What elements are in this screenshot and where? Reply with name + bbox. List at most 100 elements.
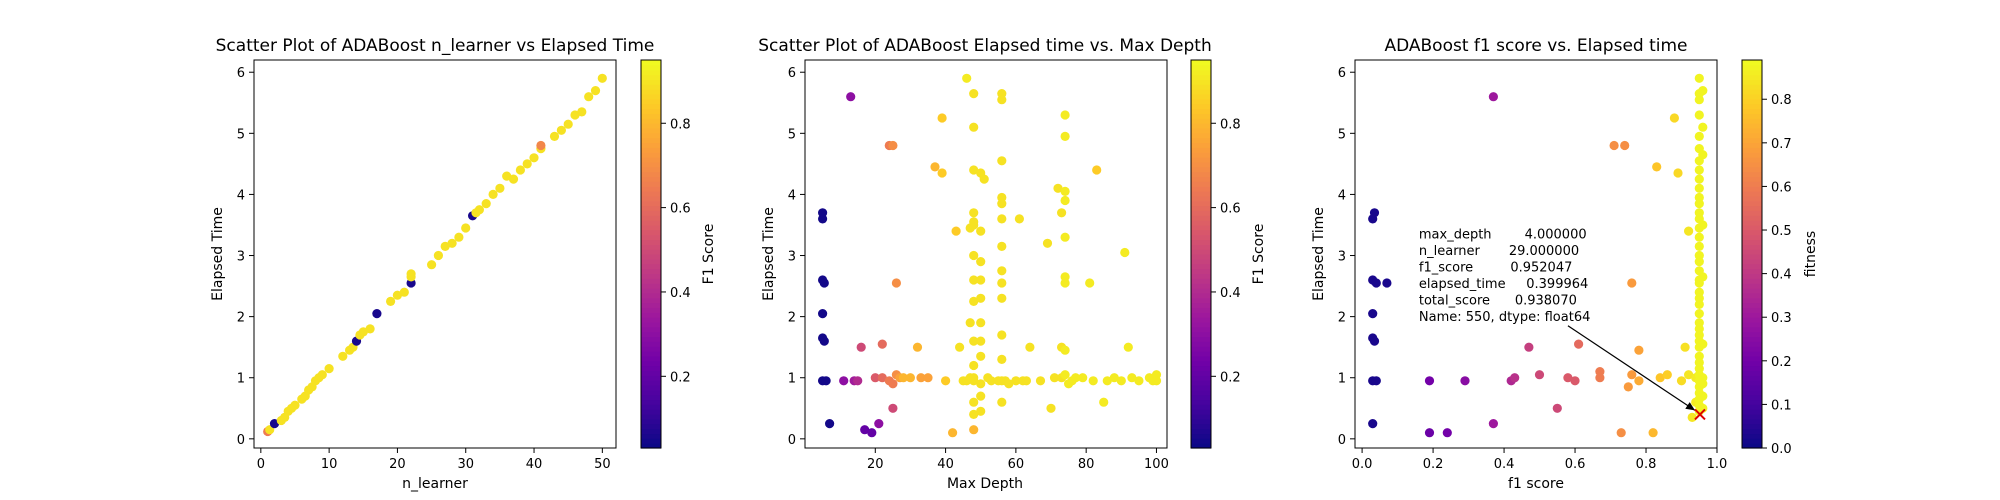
data-point xyxy=(969,165,979,175)
colorbar-segment xyxy=(1742,302,1762,308)
data-point xyxy=(536,140,546,151)
y-tick-label: 4 xyxy=(788,188,796,203)
colorbar-segment xyxy=(1742,254,1762,260)
data-point xyxy=(1684,370,1694,380)
data-point xyxy=(1368,419,1378,429)
colorbar-segment xyxy=(1191,351,1211,357)
colorbar-segment xyxy=(641,360,661,367)
colorbar-segment xyxy=(1742,224,1762,231)
colorbar-segment xyxy=(641,157,661,163)
colorbar-segment xyxy=(641,428,661,435)
colorbar-tick-label: 0.2 xyxy=(1771,355,1792,370)
panel-1-colorbar: 0.2 0.4 0.6 0.8 xyxy=(640,59,691,449)
data-point xyxy=(1570,376,1580,386)
colorbar-segment xyxy=(641,118,661,124)
data-point xyxy=(529,153,539,163)
colorbar-segment xyxy=(641,292,661,299)
y-tick-label: 1 xyxy=(1338,372,1346,387)
colorbar-segment xyxy=(1191,423,1211,430)
colorbar-segment xyxy=(641,302,661,308)
data-point xyxy=(969,275,979,285)
colorbar-segment xyxy=(1742,355,1762,362)
colorbar-segment xyxy=(1191,418,1211,425)
data-point xyxy=(1109,373,1119,383)
colorbar-segment xyxy=(1191,186,1211,192)
colorbar-segment xyxy=(641,93,661,100)
data-point xyxy=(997,278,1007,288)
data-point xyxy=(1060,110,1070,120)
data-point xyxy=(997,156,1007,166)
colorbar-segment xyxy=(1191,142,1211,148)
data-point xyxy=(1524,342,1534,352)
colorbar-segment xyxy=(1191,166,1211,173)
data-point xyxy=(584,92,594,102)
colorbar-segment xyxy=(1191,108,1211,114)
colorbar-segment xyxy=(1742,423,1762,430)
x-tick-label: 100 xyxy=(1144,457,1169,472)
panel-3-title: ADABoost f1 score vs. Elapsed time xyxy=(1384,36,1687,56)
colorbar-segment xyxy=(1191,74,1211,80)
colorbar-segment xyxy=(641,404,661,410)
annotation-arrow xyxy=(1567,325,1696,411)
colorbar-segment xyxy=(1742,98,1762,105)
y-tick-label: 2 xyxy=(1338,311,1346,326)
colorbar-segment xyxy=(1742,103,1762,110)
colorbar-segment xyxy=(641,142,661,148)
y-tick-label: 5 xyxy=(788,127,796,142)
data-point xyxy=(979,174,989,184)
data-point xyxy=(1092,165,1102,175)
colorbar-tick-label: 0.8 xyxy=(1220,117,1241,132)
data-point xyxy=(1116,376,1126,386)
panel-2-xlabel: Max Depth xyxy=(947,476,1023,492)
panel-3: ADABoost f1 score vs. Elapsed time 0.0 0.… xyxy=(1311,36,1819,492)
colorbar-segment xyxy=(1742,438,1762,444)
data-point xyxy=(1053,183,1063,193)
x-tick-label: 0.8 xyxy=(1636,457,1657,472)
data-point xyxy=(1698,391,1708,401)
colorbar-segment xyxy=(641,137,661,144)
colorbar-segment xyxy=(1191,331,1211,338)
colorbar-segment xyxy=(1742,414,1762,420)
y-tick-label: 6 xyxy=(1338,66,1346,81)
colorbar-segment xyxy=(1191,220,1211,226)
data-point xyxy=(976,391,986,401)
data-point xyxy=(372,309,382,319)
colorbar-segment xyxy=(1742,292,1762,299)
data-point xyxy=(821,376,831,386)
data-point xyxy=(1049,373,1060,383)
y-tick-label: 0 xyxy=(1338,433,1346,448)
colorbar-segment xyxy=(1191,132,1211,139)
colorbar-segment xyxy=(1191,113,1211,119)
colorbar-segment xyxy=(1191,414,1211,420)
data-point xyxy=(522,159,532,169)
colorbar-segment xyxy=(1191,283,1211,289)
x-tick-label: 0.4 xyxy=(1494,457,1515,472)
colorbar-segment xyxy=(1191,176,1211,182)
data-point xyxy=(1060,131,1070,141)
colorbar-segment xyxy=(1742,399,1762,405)
colorbar-segment xyxy=(641,414,661,420)
colorbar-segment xyxy=(1191,171,1211,177)
data-point xyxy=(951,226,961,236)
colorbar-segment xyxy=(1742,409,1762,415)
colorbar-tick-label: 0.1 xyxy=(1771,398,1792,413)
data-point xyxy=(1134,376,1144,386)
data-point xyxy=(1694,165,1704,175)
data-point xyxy=(427,260,437,270)
data-point xyxy=(976,293,986,303)
colorbar-segment xyxy=(1742,161,1762,168)
data-point xyxy=(1694,95,1704,105)
colorbar-segment xyxy=(1742,234,1762,241)
colorbar-segment xyxy=(1191,127,1211,134)
colorbar-segment xyxy=(641,307,661,313)
colorbar-tick-label: 0.6 xyxy=(1220,202,1241,217)
data-point xyxy=(563,119,573,129)
data-point xyxy=(1655,373,1665,383)
colorbar-segment xyxy=(1191,278,1211,284)
panel-3-annotation: max_depth 4.000000 n_learner 29.000000f1_… xyxy=(1419,227,1706,421)
colorbar-segment xyxy=(641,64,661,71)
data-point xyxy=(818,208,828,218)
data-point xyxy=(1369,336,1380,346)
colorbar-segment xyxy=(1742,326,1762,333)
